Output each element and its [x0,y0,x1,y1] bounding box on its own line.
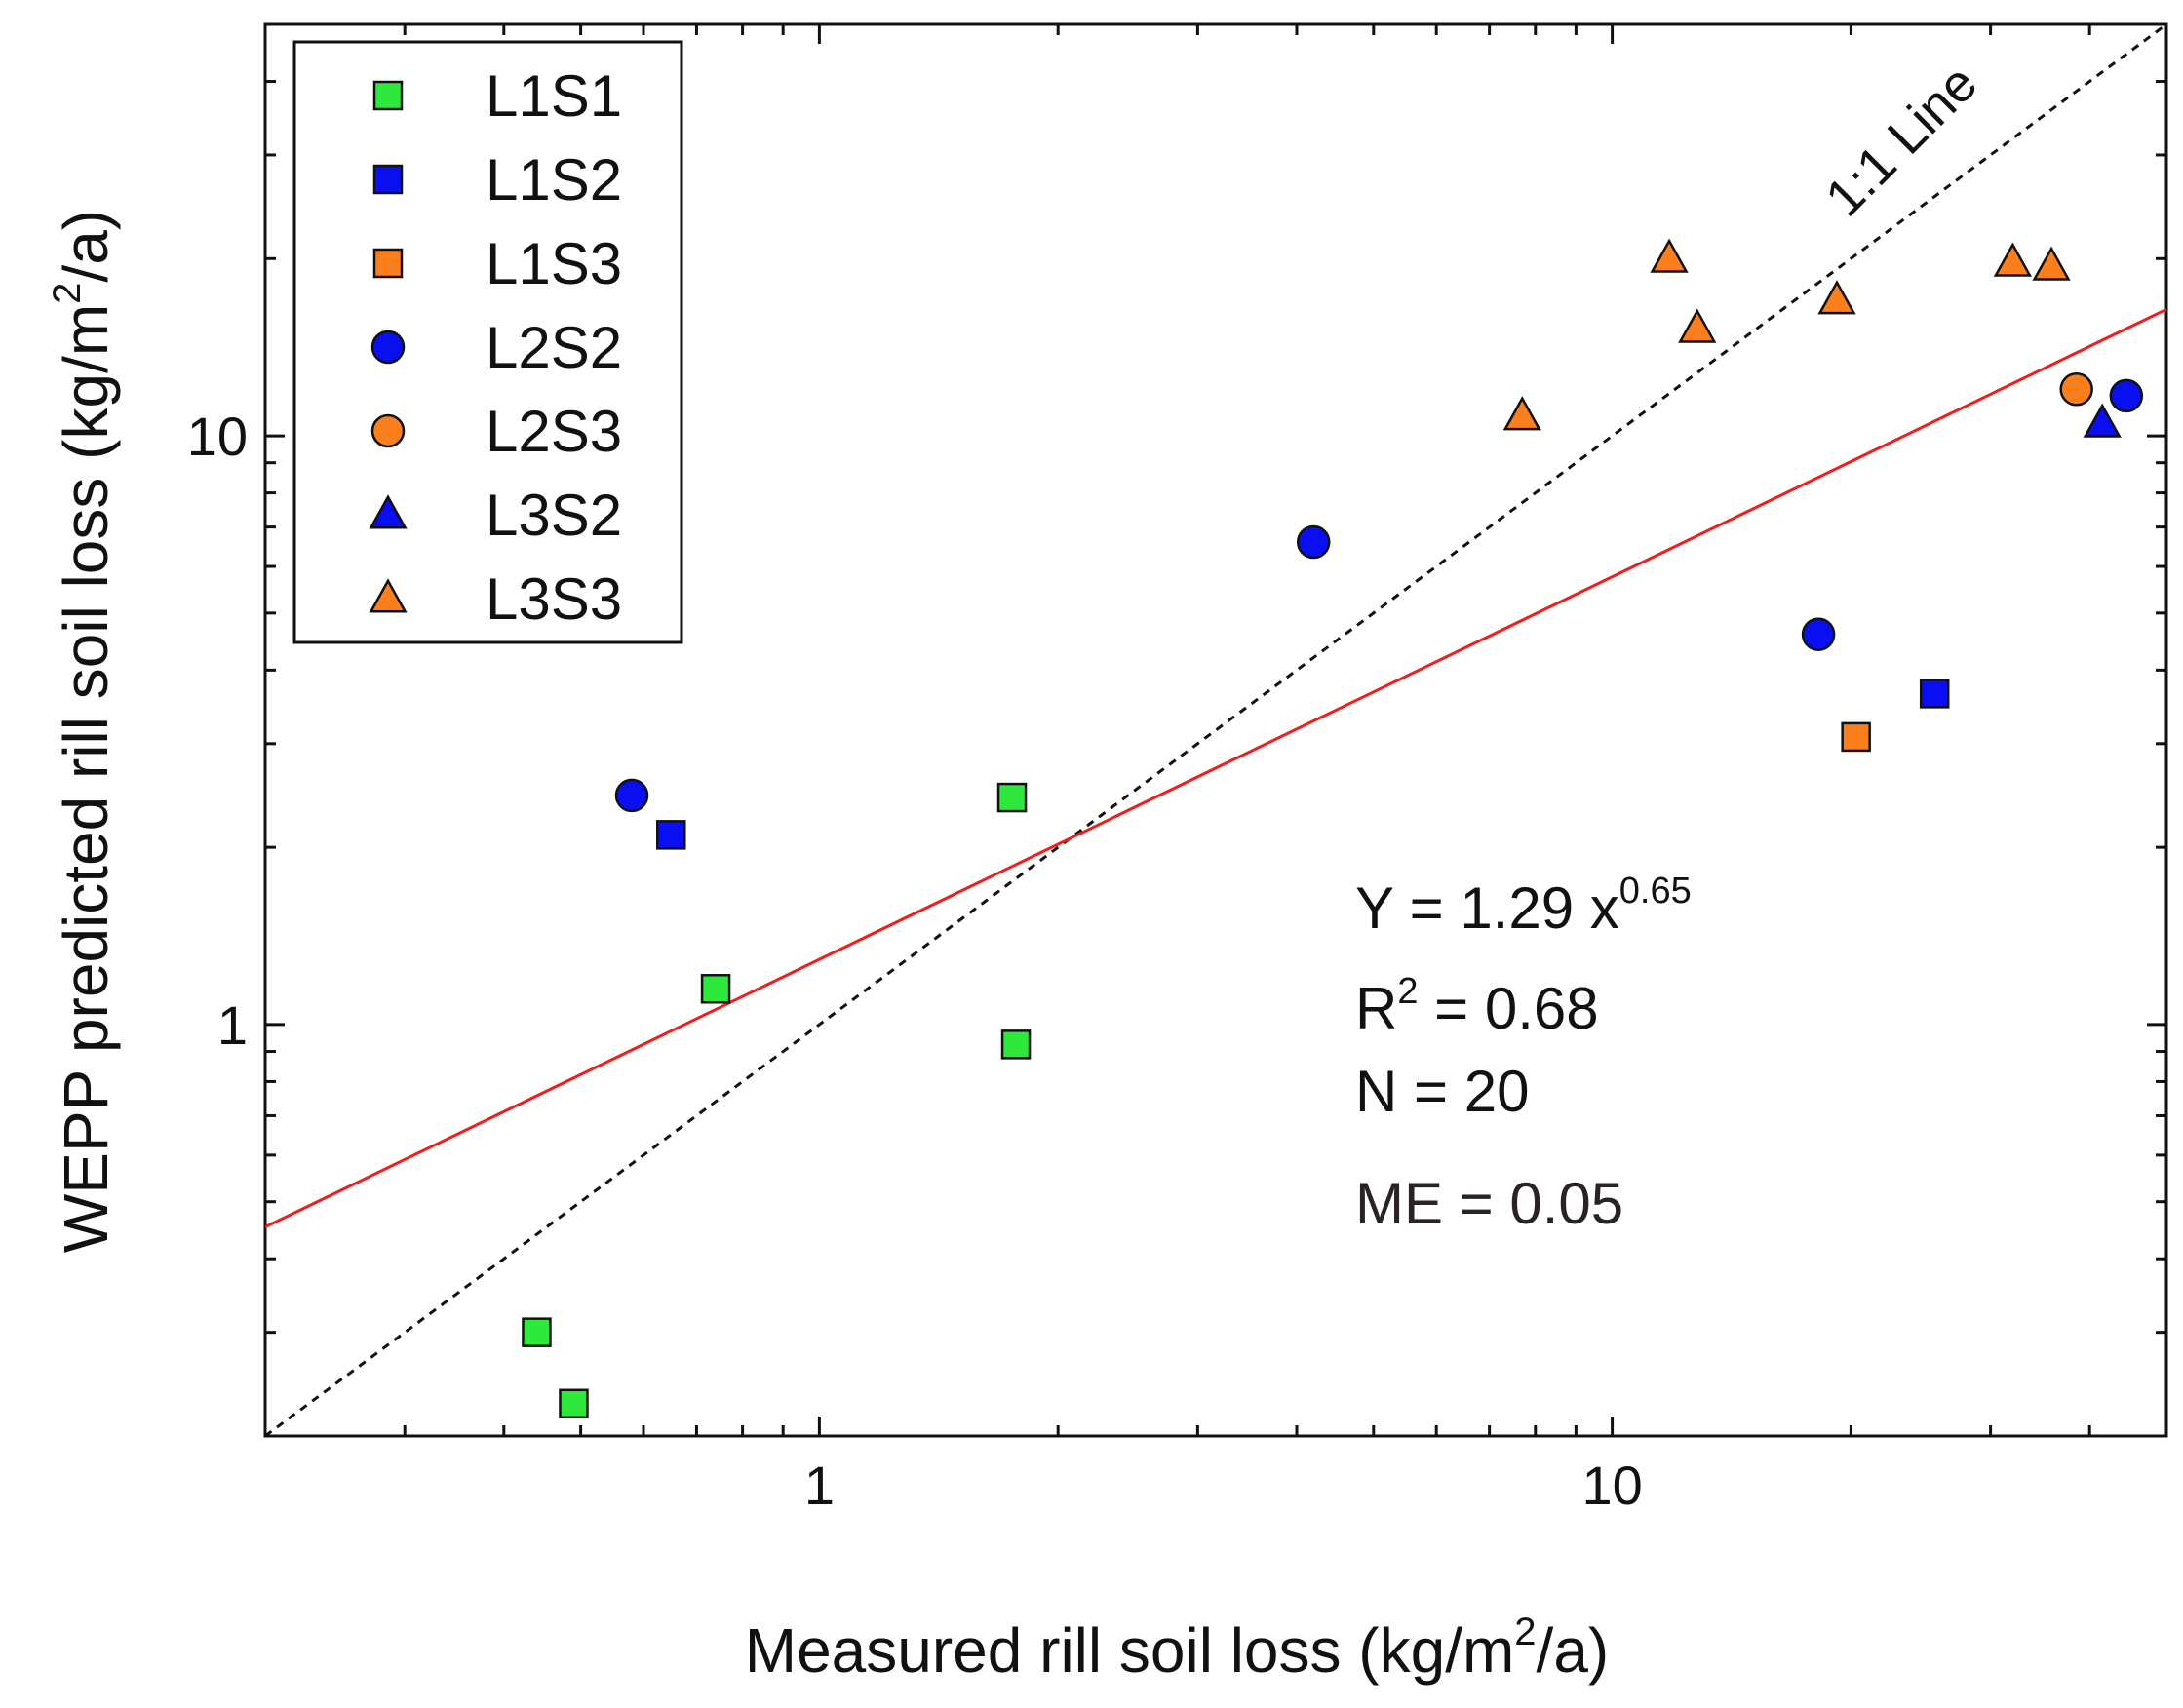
r2-suffix: = 0.68 [1418,976,1598,1041]
y-axis-label: WEPP predicted rill soil loss (kg/m2/a) [46,210,121,1253]
me-text: ME = 0.05 [1355,1171,1623,1236]
legend-marker-l3s2 [369,494,408,529]
stats-annotation: Y = 1.29 x0.65 R2 = 0.68 N = 20 ME = 0.0… [1355,871,1692,1236]
data-point-l2s2 [1296,524,1331,560]
legend: L1S1 L1S2 L1S3 L2S2 L2S3 L3S2 L3S3 [292,40,683,644]
data-point-l1s2 [656,820,686,850]
data-point-l3s3 [1993,242,2033,277]
r2-prefix: R [1355,976,1397,1041]
legend-marker-l3s3 [369,578,408,613]
data-point-l3s2 [2083,403,2122,438]
r2-text: R2 = 0.68 [1355,971,1599,1041]
data-point-l3s3 [1650,238,1689,273]
data-point-l3s3 [1817,280,1856,315]
x-axis-label-sup: 2 [1514,1611,1536,1653]
legend-marker-l1s3 [372,248,404,279]
one-to-one-label: 1:1 Line [1814,54,1988,227]
y-tick-label: 1 [217,994,248,1056]
data-point-l3s3 [2032,246,2071,281]
legend-label-l3s3: L3S3 [486,566,622,632]
x-axis-label: Measured rill soil loss (kg/m2/a) [745,1611,1609,1686]
x-tick-label: 1 [804,1455,835,1516]
data-point-l1s3 [1841,721,1871,753]
legend-label-l1s3: L1S3 [486,231,622,296]
data-point-l2s3 [2059,372,2093,407]
legend-label-l3s2: L3S2 [486,483,622,548]
y-axis-label-main: WEPP predicted rill soil loss (kg/m [51,304,121,1253]
y-axis-label-sup: 2 [46,283,89,304]
equation-prefix: Y = 1.29 x [1355,875,1619,941]
data-point-l2s2 [2109,378,2144,413]
y-axis-label-end: /a) [51,210,121,283]
legend-marker-l1s1 [372,80,404,111]
ticks-layer: 1 10 1 10 [187,22,2168,1516]
x-axis-label-end: /a) [1537,1615,1610,1686]
data-point-l1s1 [522,1317,552,1347]
r2-sup: 2 [1397,971,1418,1012]
data-point-l1s2 [1919,679,1950,709]
legend-marker-l2s3 [370,413,406,448]
legend-label-l2s2: L2S2 [486,315,622,380]
plot-area [263,22,2168,1438]
n-text: N = 20 [1355,1059,1529,1124]
data-point-l2s2 [614,778,649,813]
data-point-l2s2 [1801,617,1836,651]
data-point-l3s3 [1502,396,1541,431]
legend-box [292,40,683,644]
equation-exponent: 0.65 [1619,871,1692,912]
plot-frame [263,22,2168,1438]
power-fit-line [265,307,2166,1228]
legend-label-l1s1: L1S1 [486,63,622,129]
equation-text: Y = 1.29 x0.65 [1355,871,1692,941]
lines-layer [265,24,2166,1436]
data-point-l1s1 [1000,1029,1032,1060]
x-tick-label: 10 [1581,1455,1642,1516]
data-point-l1s1 [559,1388,589,1419]
legend-marker-l1s2 [372,164,404,195]
data-point-l3s3 [1678,308,1717,343]
data-point-l1s1 [700,974,731,1004]
legend-label-l1s2: L1S2 [486,147,622,213]
data-point-l1s1 [996,782,1028,813]
x-axis-label-main: Measured rill soil loss (kg/m [745,1615,1515,1686]
legend-label-l2s3: L2S3 [486,399,622,464]
legend-marker-l2s2 [370,330,406,365]
points-layer [522,238,2144,1419]
y-tick-label: 10 [187,406,248,467]
